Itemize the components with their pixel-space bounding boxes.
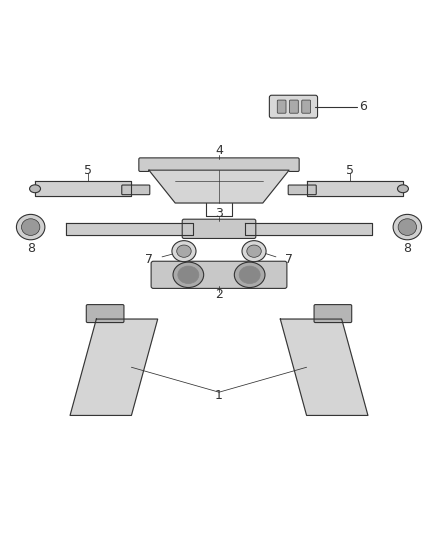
Ellipse shape [29, 185, 40, 193]
Polygon shape [66, 223, 193, 235]
FancyBboxPatch shape [277, 100, 286, 113]
FancyBboxPatch shape [139, 158, 299, 172]
Ellipse shape [239, 266, 260, 284]
Ellipse shape [177, 245, 191, 257]
Polygon shape [70, 319, 158, 415]
FancyBboxPatch shape [151, 261, 287, 288]
Text: 8: 8 [403, 243, 411, 255]
Ellipse shape [21, 219, 40, 236]
Polygon shape [35, 181, 131, 197]
FancyBboxPatch shape [86, 304, 124, 322]
Polygon shape [149, 170, 289, 203]
Ellipse shape [398, 185, 409, 193]
FancyBboxPatch shape [290, 100, 298, 113]
Ellipse shape [17, 214, 45, 240]
FancyBboxPatch shape [288, 185, 316, 195]
Text: 5: 5 [346, 164, 354, 176]
Text: 8: 8 [27, 243, 35, 255]
Text: 7: 7 [145, 253, 153, 266]
FancyBboxPatch shape [302, 100, 311, 113]
Ellipse shape [172, 241, 196, 262]
Ellipse shape [173, 262, 204, 287]
FancyBboxPatch shape [182, 219, 256, 238]
Ellipse shape [242, 241, 266, 262]
FancyBboxPatch shape [269, 95, 318, 118]
Ellipse shape [234, 262, 265, 287]
Text: 7: 7 [285, 253, 293, 266]
Text: 2: 2 [215, 288, 223, 302]
Ellipse shape [398, 219, 417, 236]
Polygon shape [280, 319, 368, 415]
Polygon shape [245, 223, 372, 235]
Polygon shape [307, 181, 403, 197]
Text: 1: 1 [215, 389, 223, 402]
FancyBboxPatch shape [314, 304, 352, 322]
Text: 3: 3 [215, 207, 223, 221]
Text: 6: 6 [359, 100, 367, 113]
Ellipse shape [247, 245, 261, 257]
Ellipse shape [393, 214, 421, 240]
Ellipse shape [178, 266, 199, 284]
Text: 5: 5 [84, 164, 92, 176]
Text: 4: 4 [215, 144, 223, 157]
FancyBboxPatch shape [122, 185, 150, 195]
